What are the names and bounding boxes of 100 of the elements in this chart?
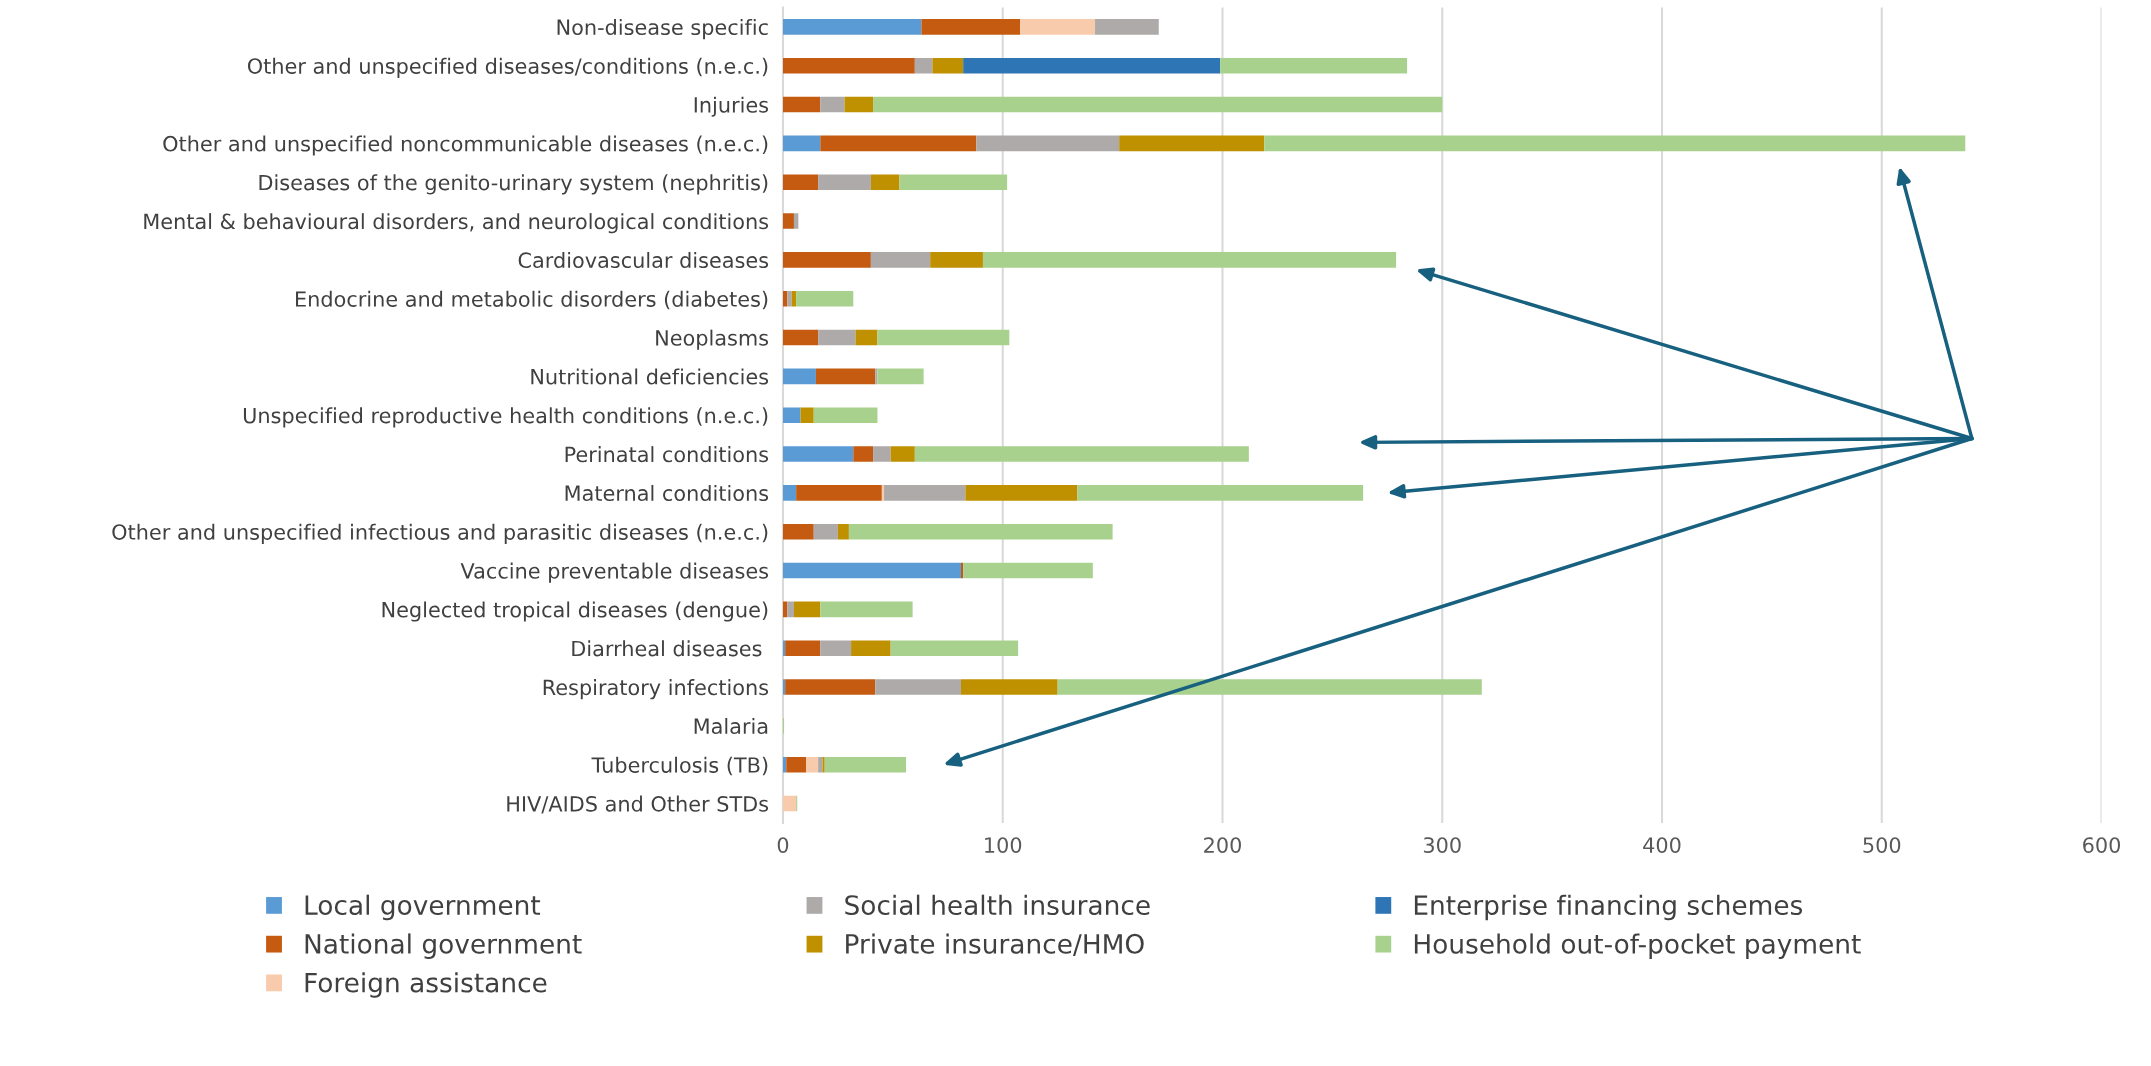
bar xyxy=(890,446,915,462)
bar xyxy=(818,329,856,346)
bar xyxy=(870,252,931,268)
x-tick-label: 200 xyxy=(1204,837,1241,853)
bar xyxy=(870,174,900,190)
y-tick-label: Diseases of the genito-urinary system (nephritis) xyxy=(259,174,768,195)
y-tick-label: Neoplasms xyxy=(656,329,769,350)
bar xyxy=(853,446,874,462)
legend-label: Private insurance/HMO xyxy=(846,933,1144,956)
bar xyxy=(875,679,961,695)
bar xyxy=(782,96,821,113)
bar xyxy=(806,756,819,773)
x-tick-label: 500 xyxy=(1863,837,1901,853)
y-tick-label: Other and unspecified infectious and parasitic diseases (n.e.c.) xyxy=(112,523,768,544)
bar xyxy=(965,485,1078,501)
y-tick-label: Other and unspecified noncommunicable diseases (n.e.c.) xyxy=(163,135,768,156)
y-tick-label: Cardiovascular diseases xyxy=(518,251,769,269)
bar xyxy=(785,679,876,695)
legend-label: Household out-of-pocket payment xyxy=(1414,933,1861,959)
bar xyxy=(786,756,807,773)
y-tick-label: Malaria xyxy=(694,717,768,735)
x-tick-label: 300 xyxy=(1423,837,1461,853)
y-tick-label: Neglected tropical diseases (dengue) xyxy=(382,601,768,622)
bar xyxy=(890,640,1019,656)
bar xyxy=(960,679,1058,695)
bar xyxy=(982,252,1397,268)
bar xyxy=(976,135,1120,152)
bar xyxy=(813,523,838,540)
bar xyxy=(782,19,922,35)
bar xyxy=(813,407,878,423)
y-tick-label: Respiratory infections xyxy=(543,679,769,700)
x-tick-label: 100 xyxy=(985,837,1022,853)
bar xyxy=(1119,135,1265,152)
y-tick-label: HIV/AIDS and Other STDs xyxy=(507,795,769,814)
y-tick-label: Endocrine and metabolic disorders (diabetes) xyxy=(296,290,768,310)
y-tick-label: Other and unspecified diseases/conditions (n.e.c.) xyxy=(247,57,768,78)
bar xyxy=(818,756,823,773)
y-tick-label: Mental & behavioural disorders, and neurological conditions xyxy=(144,213,769,234)
bar xyxy=(782,135,821,152)
bar xyxy=(1264,135,1966,152)
legend-label: Social health insurance xyxy=(845,894,1150,916)
bar xyxy=(782,329,819,346)
bar xyxy=(782,640,786,656)
bar xyxy=(820,135,977,152)
bar xyxy=(782,407,801,423)
bar xyxy=(884,485,966,501)
bar xyxy=(881,485,885,501)
bar xyxy=(820,601,913,618)
y-tick-label: Tuberculosis (TB) xyxy=(591,756,768,776)
bar xyxy=(824,756,907,773)
y-tick-label: Perinatal conditions xyxy=(565,446,769,463)
bar xyxy=(782,679,786,695)
bar xyxy=(782,174,819,190)
bar xyxy=(782,446,854,462)
bar xyxy=(914,446,1249,462)
bar xyxy=(877,329,1010,346)
legend-label: Local government xyxy=(305,894,541,921)
bar xyxy=(782,57,915,74)
x-tick-label: 0 xyxy=(777,837,789,853)
bar xyxy=(796,290,854,307)
bar xyxy=(1020,19,1096,35)
bar xyxy=(796,485,882,501)
legend-label: National government xyxy=(305,933,582,959)
bar xyxy=(921,19,1021,35)
bar xyxy=(855,329,878,346)
bar xyxy=(1057,679,1482,695)
bar xyxy=(782,213,794,229)
y-tick-label: Nutritional deficiencies xyxy=(531,368,769,385)
bar xyxy=(800,407,814,423)
legend-label: Enterprise financing schemes xyxy=(1414,894,1803,921)
y-tick-label: Vaccine preventable diseases xyxy=(460,562,769,583)
y-tick-label: Non-disease specific xyxy=(557,18,768,40)
bar xyxy=(782,562,961,579)
bar xyxy=(873,446,891,462)
bar xyxy=(963,562,1093,579)
y-tick-label: Injuries xyxy=(694,96,769,117)
bar xyxy=(963,57,1221,74)
y-tick-label: Diarrheal diseases xyxy=(572,640,762,657)
bar xyxy=(851,640,891,656)
bar xyxy=(1077,485,1364,501)
bar xyxy=(818,174,871,190)
bar xyxy=(782,252,871,268)
x-tick-label: 400 xyxy=(1643,837,1681,853)
bar xyxy=(844,96,874,113)
bar xyxy=(787,601,794,618)
bar xyxy=(873,96,1443,113)
bar xyxy=(793,601,821,618)
bar xyxy=(1095,19,1159,35)
x-tick-label: 600 xyxy=(2083,837,2121,853)
bar xyxy=(782,368,816,385)
bar xyxy=(820,96,845,113)
bar xyxy=(932,57,964,74)
bar xyxy=(930,252,983,268)
bar xyxy=(820,640,852,656)
bar xyxy=(877,368,924,385)
bar xyxy=(793,213,799,229)
bar xyxy=(837,523,849,540)
y-tick-label: Unspecified reproductive health conditions (n.e.c.) xyxy=(243,407,768,428)
bar xyxy=(782,485,797,501)
bar xyxy=(782,795,797,812)
